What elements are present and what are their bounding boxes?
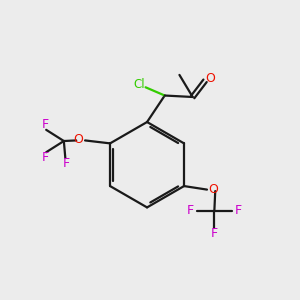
Text: F: F — [42, 151, 49, 164]
Text: F: F — [234, 204, 242, 217]
Text: F: F — [42, 118, 49, 131]
Text: F: F — [187, 204, 194, 217]
Text: F: F — [62, 157, 70, 170]
Text: O: O — [74, 133, 83, 146]
Text: O: O — [208, 182, 218, 196]
Text: Cl: Cl — [133, 78, 145, 92]
Text: F: F — [211, 227, 218, 240]
Text: O: O — [206, 72, 215, 85]
